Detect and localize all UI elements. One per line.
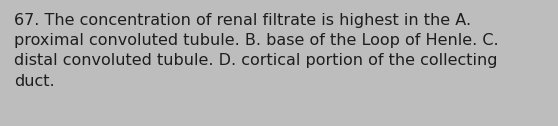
Text: 67. The concentration of renal filtrate is highest in the A.
proximal convoluted: 67. The concentration of renal filtrate … [14, 13, 499, 89]
